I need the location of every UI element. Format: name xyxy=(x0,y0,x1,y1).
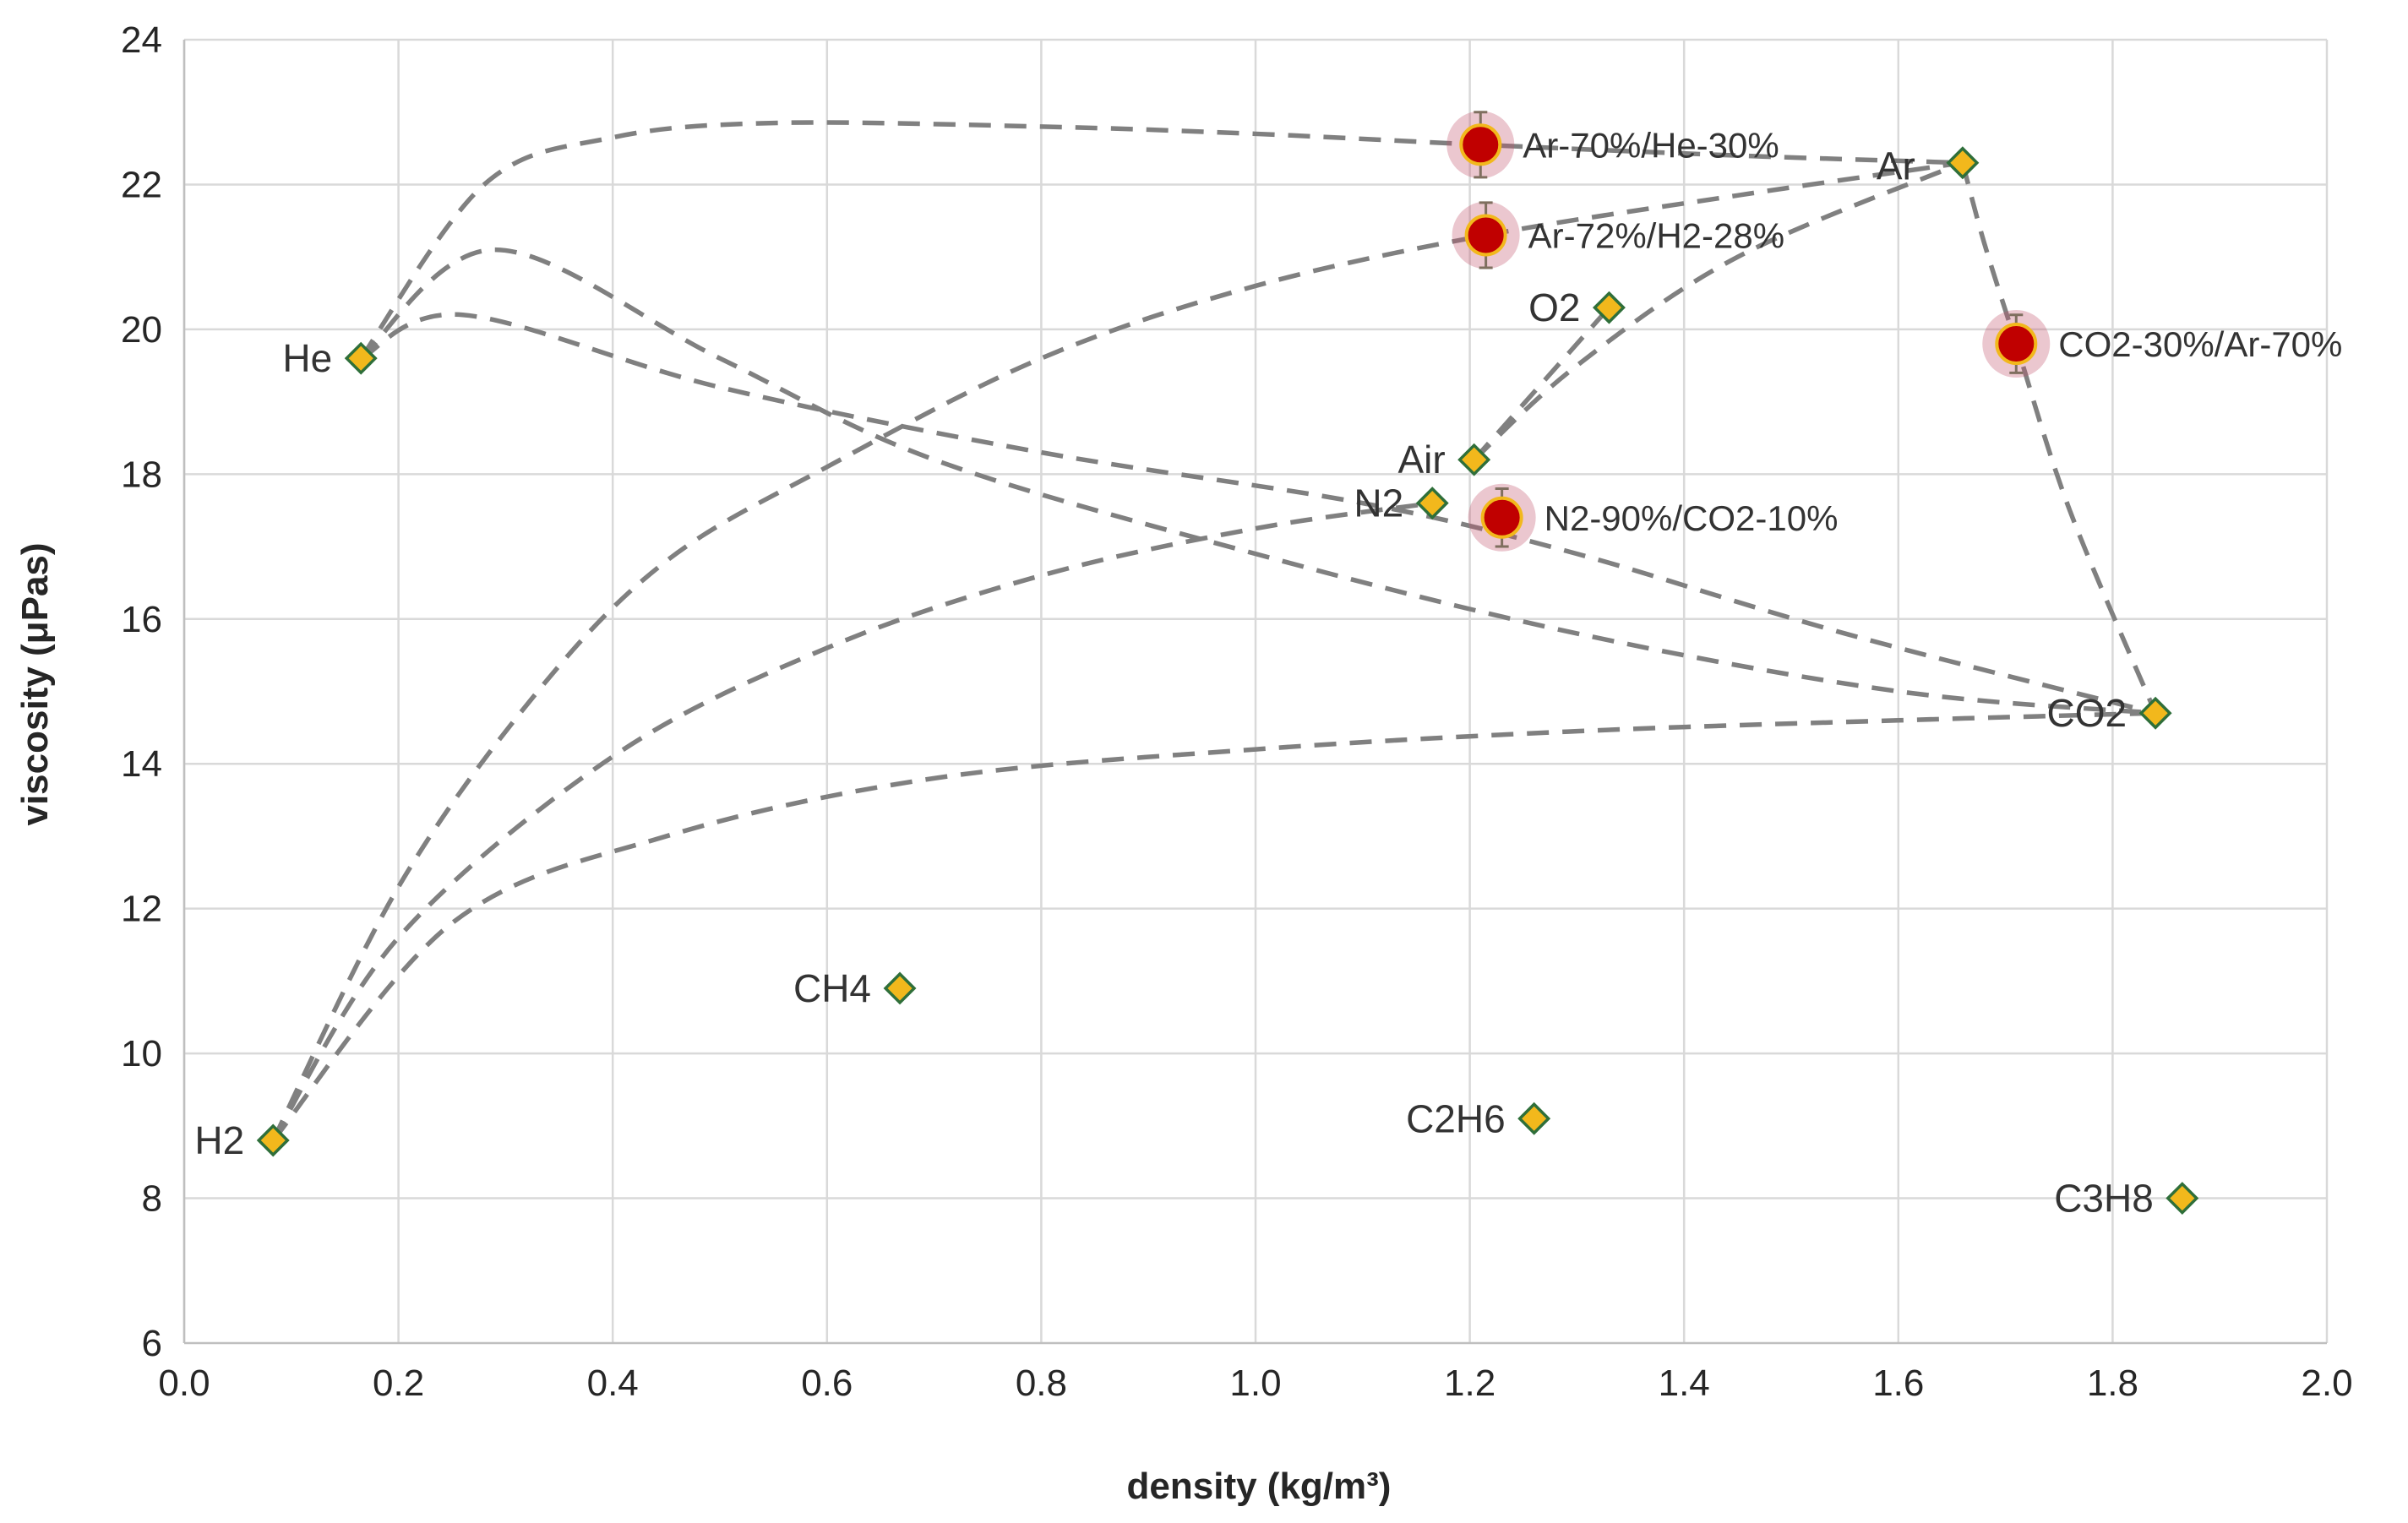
pure-gas-label: CH4 xyxy=(793,966,871,1010)
pure-gas-marker xyxy=(256,1123,290,1157)
y-tick-label: 24 xyxy=(121,19,162,61)
x-tick-label: 0.4 xyxy=(587,1363,639,1404)
y-tick-label: 12 xyxy=(121,889,162,930)
pure-gas-marker xyxy=(883,971,917,1005)
pure-gas-marker xyxy=(1592,291,1626,324)
y-tick-label: 16 xyxy=(121,599,162,640)
pure-gas-label: H2 xyxy=(194,1118,244,1162)
pure-gas-marker xyxy=(2138,696,2172,730)
x-tick-label: 0.2 xyxy=(373,1363,424,1404)
mixture-label: Ar-72%/H2-28% xyxy=(1528,215,1784,255)
y-tick-label: 22 xyxy=(121,164,162,205)
pure-gas-marker xyxy=(1946,146,1980,180)
pure-gas-label: CO2 xyxy=(2047,691,2127,735)
x-tick-label: 0.8 xyxy=(1016,1363,1067,1404)
mixture-marker xyxy=(1995,323,2038,366)
y-axis-title: viscosity (μPas) xyxy=(14,542,56,825)
x-tick-label: 1.0 xyxy=(1229,1363,1281,1404)
pure-gas-label: He xyxy=(282,336,332,380)
x-tick-label: 1.2 xyxy=(1444,1363,1495,1404)
mixing-curve xyxy=(1960,162,2158,715)
y-tick-label: 18 xyxy=(121,454,162,495)
pure-gas-label: Air xyxy=(1397,438,1445,481)
pure-gas-label: C3H8 xyxy=(2054,1177,2154,1221)
mixing-curve xyxy=(270,500,1433,1142)
y-tick-label: 8 xyxy=(142,1178,162,1220)
x-tick-label: 0.6 xyxy=(801,1363,853,1404)
pure-gas-marker xyxy=(1415,487,1449,520)
y-tick-label: 10 xyxy=(121,1033,162,1074)
x-tick-label: 2.0 xyxy=(2301,1363,2352,1404)
mixing-curve xyxy=(358,120,1963,360)
pure-gas-marker xyxy=(344,341,378,375)
mixing-curve xyxy=(359,312,2156,715)
pure-gas-marker xyxy=(2166,1182,2199,1216)
y-tick-label: 6 xyxy=(142,1323,162,1364)
x-tick-label: 0.0 xyxy=(158,1363,210,1404)
mixture-marker xyxy=(1459,123,1502,166)
y-tick-label: 14 xyxy=(121,743,162,785)
x-tick-label: 1.6 xyxy=(1872,1363,1924,1404)
mixture-marker xyxy=(1464,214,1507,257)
mixing-curve xyxy=(270,160,1964,1142)
pure-gas-label: Ar xyxy=(1877,144,1915,188)
mixing-curve xyxy=(1472,160,1964,462)
mixture-points: Ar-70%/He-30% Ar-72%/H2-28% CO2-30%/Ar-70%… xyxy=(1446,111,2342,552)
grid xyxy=(183,38,2329,1345)
x-tick-label: 1.8 xyxy=(2087,1363,2138,1404)
mixture-marker xyxy=(1480,496,1523,539)
pure-gas-marker xyxy=(1517,1101,1551,1135)
y-axis-ticks: 6 8 10 12 14 16 18 20 22 24 xyxy=(121,19,162,1364)
mixing-curves xyxy=(270,120,2158,1142)
mixing-curve xyxy=(271,710,2156,1142)
mixture-label: CO2-30%/Ar-70% xyxy=(2058,324,2342,364)
mixture-label: Ar-70%/He-30% xyxy=(1523,125,1779,165)
pure-gas-label: N2 xyxy=(1354,481,1403,525)
mixing-curve xyxy=(1472,306,1611,462)
pure-gas-label: O2 xyxy=(1528,286,1580,329)
pure-gas-marker xyxy=(1457,443,1491,476)
pure-gas-label: C2H6 xyxy=(1406,1096,1506,1140)
y-tick-label: 20 xyxy=(121,309,162,351)
x-axis-ticks: 0.0 0.2 0.4 0.6 0.8 1.0 1.2 1.4 1.6 1.8 2.0 xyxy=(158,1363,2352,1404)
mixing-curve xyxy=(359,247,2156,715)
x-axis-title: density (kg/m³) xyxy=(1127,1466,1392,1507)
mixture-label: N2-90%/CO2-10% xyxy=(1544,498,1839,538)
x-tick-label: 1.4 xyxy=(1659,1363,1710,1404)
